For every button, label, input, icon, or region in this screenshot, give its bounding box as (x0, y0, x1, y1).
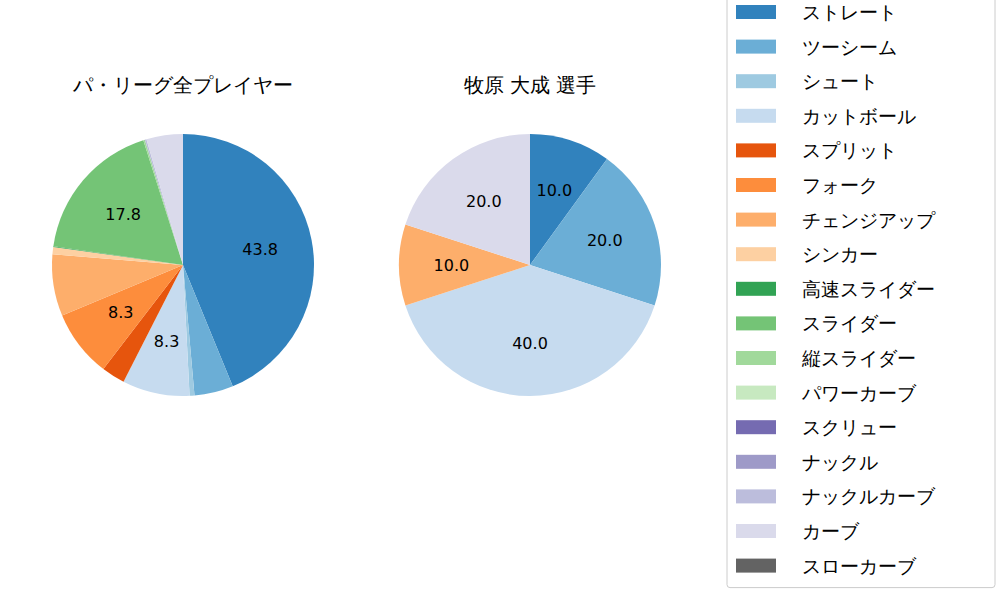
legend: ストレートツーシームシュートカットボールスプリットフォークチェンジアップシンカー… (727, 0, 995, 588)
legend-swatch (736, 74, 776, 88)
data-label: 20.0 (466, 192, 502, 211)
title: パ・リーグ全プレイヤー (72, 73, 293, 97)
legend-label: シュート (802, 70, 878, 92)
title: 牧原 大成 選手 (464, 73, 597, 97)
legend-label: フォーク (802, 174, 878, 196)
legend-label: シンカー (802, 243, 878, 265)
legend-swatch (736, 282, 776, 296)
legend-swatch (736, 143, 776, 157)
legend-frame (727, 0, 995, 588)
legend-swatch (736, 420, 776, 434)
data-label: 40.0 (512, 334, 548, 353)
slice (183, 265, 233, 395)
legend-swatch (736, 559, 776, 573)
legend-label: カットボール (802, 105, 916, 127)
slice (530, 134, 531, 265)
legend-swatch (736, 40, 776, 54)
legend-swatch (736, 455, 776, 469)
data-label: 10.0 (434, 256, 470, 275)
legend-label: パワーカーブ (801, 382, 917, 404)
legend-label: ツーシーム (802, 36, 897, 58)
data-label: 17.8 (105, 205, 141, 224)
legend-label: スローカーブ (802, 555, 917, 577)
legend-swatch (736, 386, 776, 400)
data-label: 10.0 (536, 181, 572, 200)
legend-swatch (736, 213, 776, 227)
slice (183, 134, 184, 265)
legend-swatch (736, 109, 776, 123)
data-label: 8.3 (108, 303, 133, 322)
data-label: 43.8 (242, 240, 278, 259)
slice (146, 134, 183, 265)
legend-swatch (736, 5, 776, 19)
legend-label: ナックルカーブ (802, 485, 936, 507)
legend-label: ナックル (802, 451, 878, 473)
legend-swatch (736, 247, 776, 261)
legend-swatch (736, 351, 776, 365)
legend-swatch (736, 316, 776, 330)
data-label: 20.0 (587, 231, 623, 250)
slice (405, 134, 530, 265)
pie: 10.0 20.0 40.0 10.0 20.0 (399, 134, 661, 396)
legend-swatch (736, 489, 776, 503)
legend-swatch (736, 178, 776, 192)
pie: 43.8 8.3 8.3 17.8 (52, 134, 314, 396)
legend-label: カーブ (802, 520, 860, 542)
chart: パ・リーグ全プレイヤー 43.8 8.3 8.3 17.8 牧原 大成 選手 10.0 20.… (0, 0, 1000, 600)
legend-label: ストレート (802, 1, 897, 23)
legend-label: 高速スライダー (802, 278, 935, 300)
legend-label: 縦スライダー (801, 347, 916, 369)
legend-label: スクリュー (802, 416, 897, 438)
legend-swatch (736, 524, 776, 538)
data-label: 8.3 (154, 332, 179, 351)
legend-label: スライダー (802, 312, 897, 334)
legend-label: スプリット (802, 139, 897, 161)
legend-label: チェンジアップ (802, 209, 936, 231)
